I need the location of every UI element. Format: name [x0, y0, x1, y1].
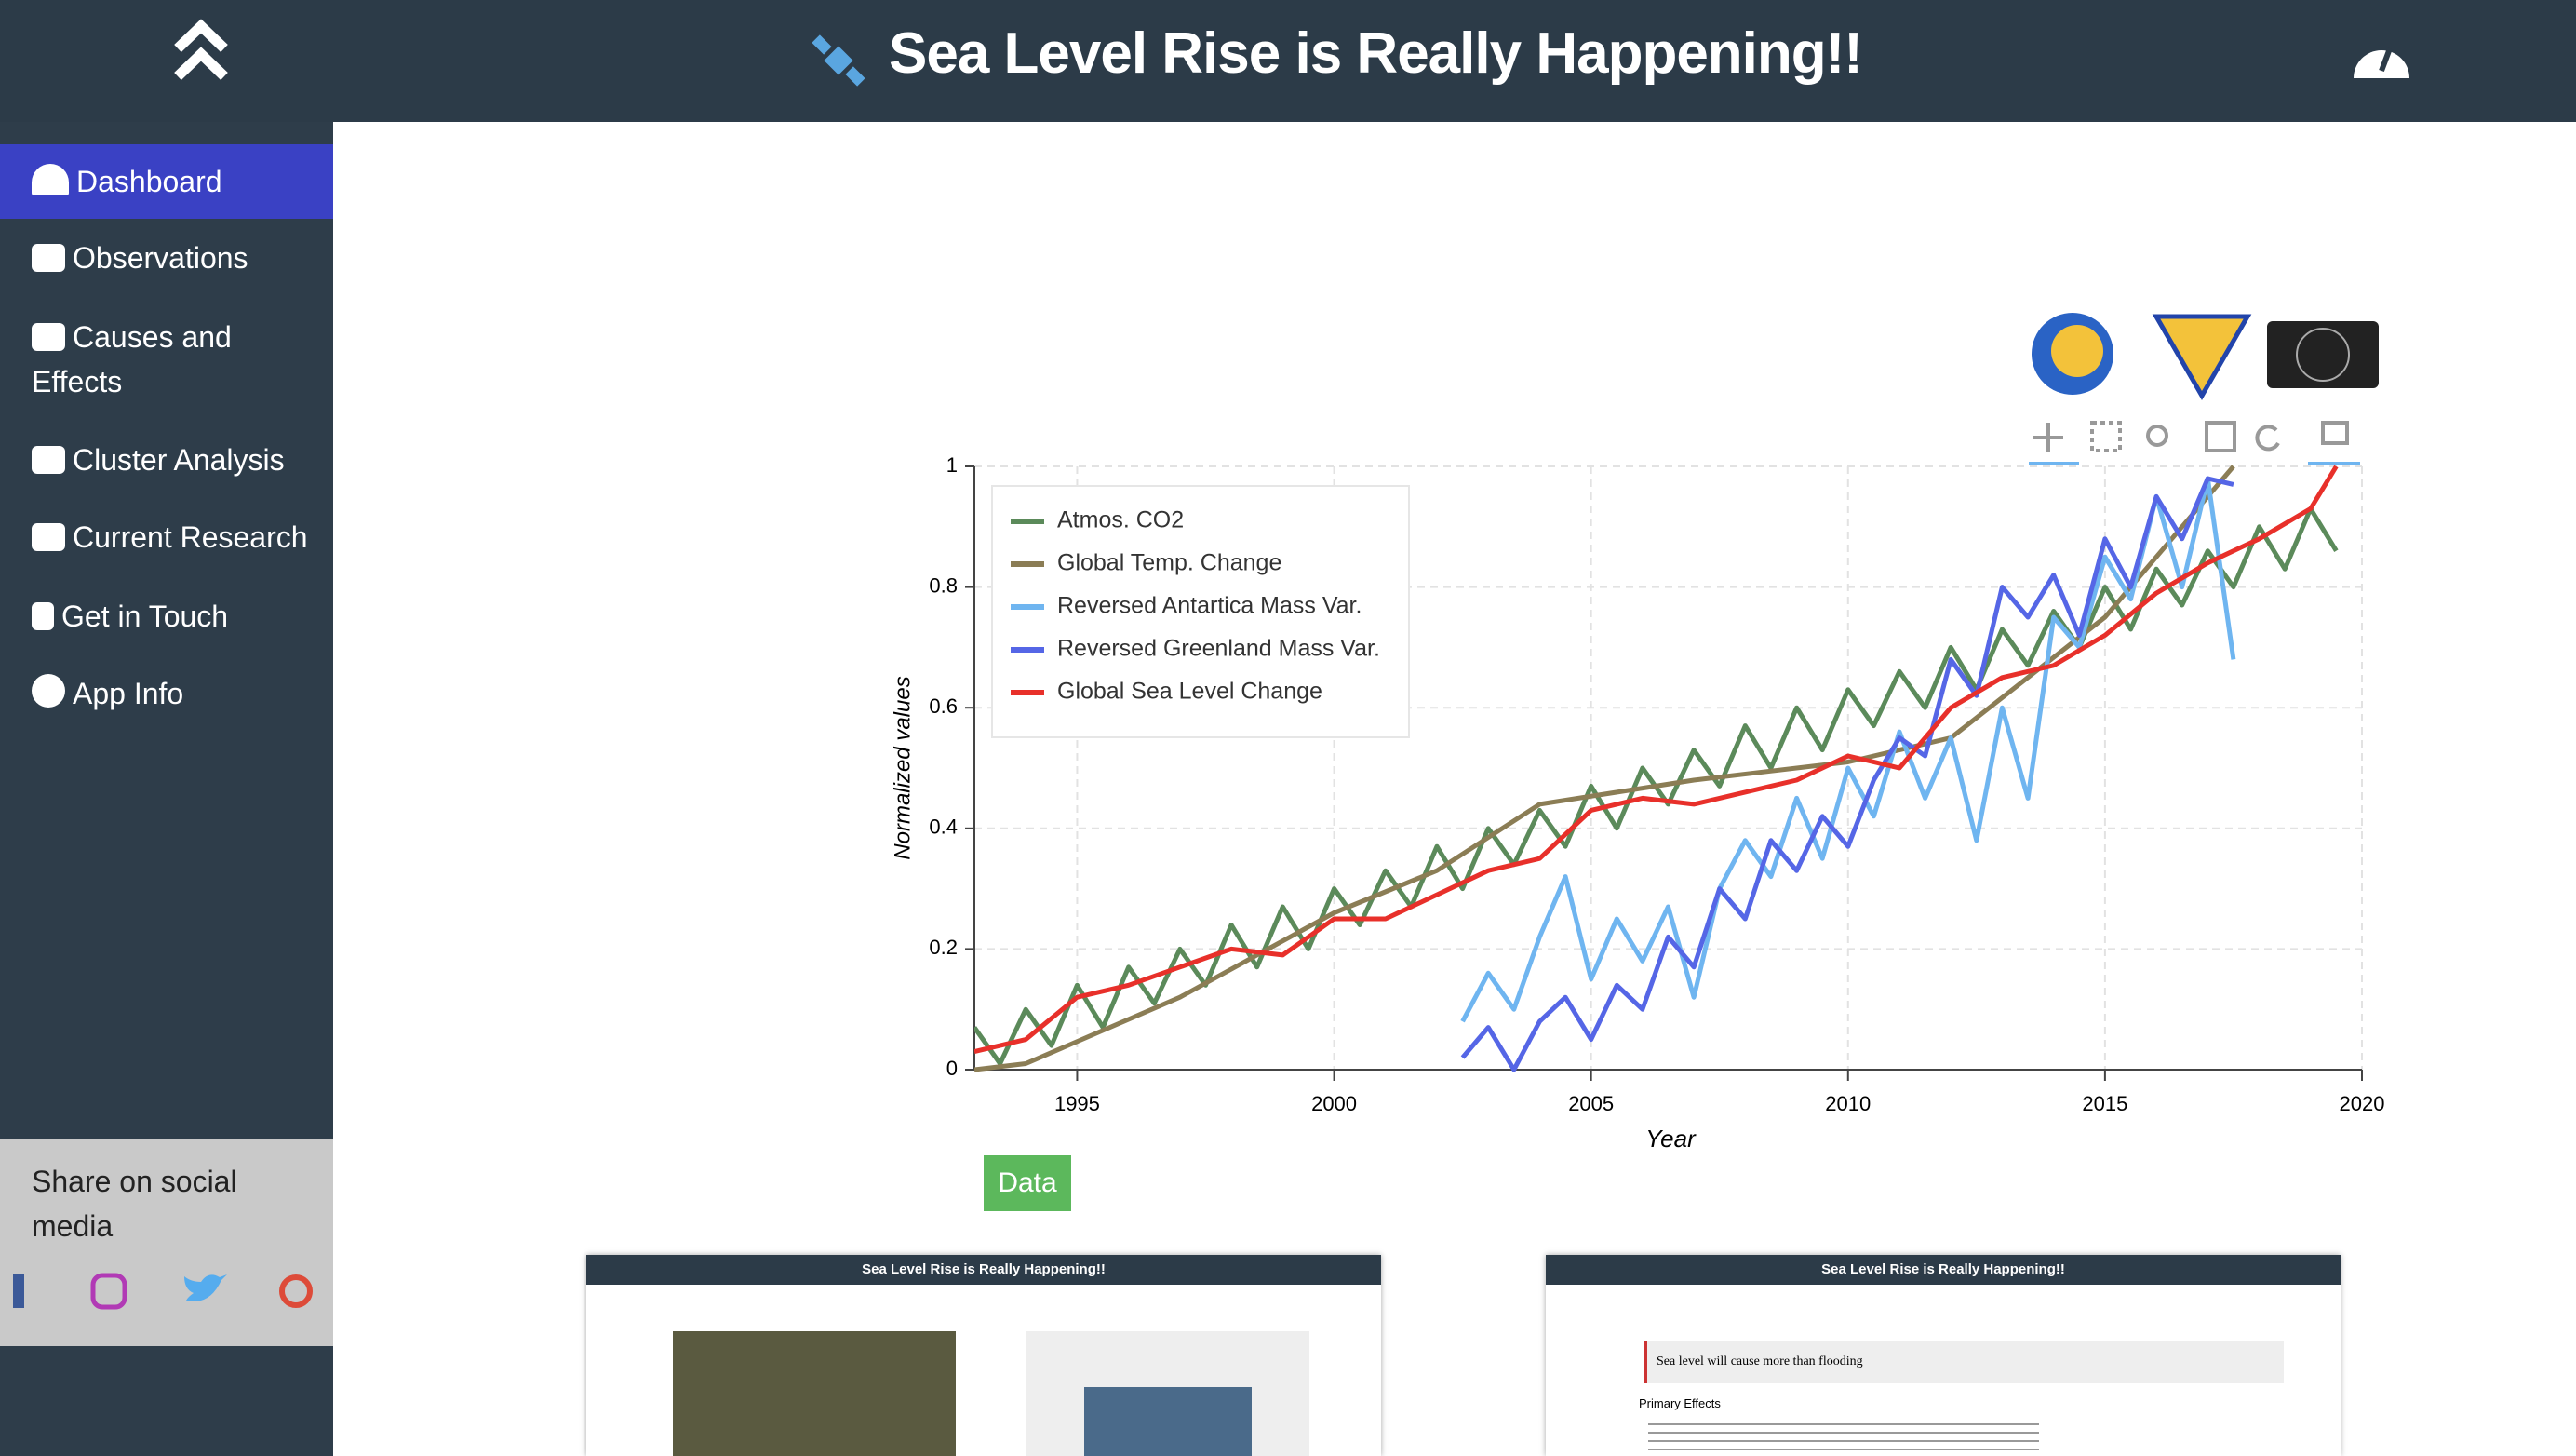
thumbnail-heading: Primary Effects [1639, 1396, 1721, 1410]
series-line [974, 465, 2339, 1055]
series-line [1460, 476, 2234, 1072]
y-axis-title: Normalized values [890, 676, 915, 859]
share-panel: Share on social media [0, 1139, 333, 1346]
thumbnail-image [1026, 1331, 1309, 1456]
thumbnail-header: Sea Level Rise is Really Happening!! [586, 1255, 1381, 1285]
satellite-icon [812, 34, 865, 87]
x-tick-label: 2020 [2340, 1092, 2385, 1115]
legend-label: Global Temp. Change [1057, 550, 1281, 576]
active-indicator [2029, 462, 2079, 465]
dashboard-icon[interactable] [2349, 30, 2414, 84]
reset-tool[interactable] [2255, 425, 2280, 452]
y-tick-label: 0.6 [929, 694, 958, 718]
y-tick-label: 0 [946, 1057, 958, 1080]
ies-logo-inner [2051, 325, 2103, 377]
space-apps-ring [2296, 328, 2350, 382]
y-tick-label: 0.8 [929, 573, 958, 597]
instagram-icon[interactable] [90, 1273, 127, 1310]
nav-label: Cluster Analysis [73, 443, 285, 477]
nav-item[interactable]: Dashboard [0, 144, 333, 219]
twitter-icon[interactable] [184, 1274, 227, 1302]
social-icons [13, 1273, 313, 1310]
nav-label: App Info [73, 677, 184, 710]
nav-item[interactable]: Causes and Effects [0, 315, 298, 404]
menu-toggle[interactable] [172, 19, 230, 86]
share-label: Share on social media [32, 1165, 237, 1243]
nav-label: Dashboard [76, 165, 222, 198]
nav-label: Observations [73, 241, 248, 275]
y-tick-label: 0.2 [929, 936, 958, 959]
thumbnail[interactable]: Sea Level Rise is Really Happening!! [586, 1255, 1381, 1456]
nav-item[interactable]: Get in Touch [0, 594, 333, 639]
facebook-icon[interactable] [13, 1274, 24, 1308]
nav-item[interactable]: Cluster Analysis [0, 438, 333, 482]
nav-label: Causes and Effects [32, 320, 232, 398]
legend [991, 485, 1410, 738]
google-plus-icon[interactable] [279, 1274, 313, 1308]
y-tick-label: 0.4 [929, 816, 958, 839]
nav-label: Get in Touch [61, 600, 229, 633]
x-axis-title: Year [1645, 1125, 1697, 1153]
thumbnail[interactable]: Sea Level Rise is Really Happening!! Sea… [1546, 1255, 2341, 1456]
chart-toolbar [2029, 421, 2360, 465]
box-zoom-tool[interactable] [2090, 421, 2122, 452]
nav-item[interactable]: App Info [0, 671, 333, 716]
nav-item[interactable]: Observations [0, 236, 333, 280]
legend-label: Reversed Greenland Mass Var. [1057, 636, 1380, 662]
x-tick-label: 1995 [1054, 1092, 1100, 1115]
series-line [974, 465, 2235, 1072]
legend-label: Reversed Antartica Mass Var. [1057, 593, 1362, 619]
thumbnail-list [1648, 1419, 2039, 1456]
nav-item[interactable]: Current Research [0, 515, 333, 559]
legend-label: Atmos. CO2 [1057, 507, 1184, 533]
x-tick-label: 2005 [1568, 1092, 1614, 1115]
x-tick-label: 2000 [1311, 1092, 1357, 1115]
wheel-zoom-tool[interactable] [2146, 425, 2168, 447]
x-tick-label: 2015 [2082, 1092, 2127, 1115]
save-tool[interactable] [2205, 421, 2236, 452]
thumbnail-header: Sea Level Rise is Really Happening!! [1546, 1255, 2341, 1285]
university-logo [2152, 314, 2252, 400]
page-title: Sea Level Rise is Really Happening!! [889, 21, 1863, 86]
active-indicator [2308, 462, 2360, 465]
logos [2032, 313, 2379, 400]
thumbnail-quote: Sea level will cause more than flooding [1644, 1341, 2284, 1383]
nav-label: Current Research [73, 520, 308, 554]
space-apps-logo [2267, 321, 2379, 388]
header: Sea Level Rise is Really Happening!! [0, 0, 2576, 122]
series-line [1460, 476, 2236, 1023]
hover-tool[interactable] [2321, 421, 2349, 445]
thumbnail-image [673, 1331, 956, 1456]
y-tick-label: 1 [946, 453, 958, 477]
x-tick-label: 2010 [1825, 1092, 1871, 1115]
pan-tool[interactable] [2033, 423, 2063, 452]
data-button[interactable]: Data [984, 1155, 1071, 1211]
legend-label: Global Sea Level Change [1057, 679, 1322, 705]
